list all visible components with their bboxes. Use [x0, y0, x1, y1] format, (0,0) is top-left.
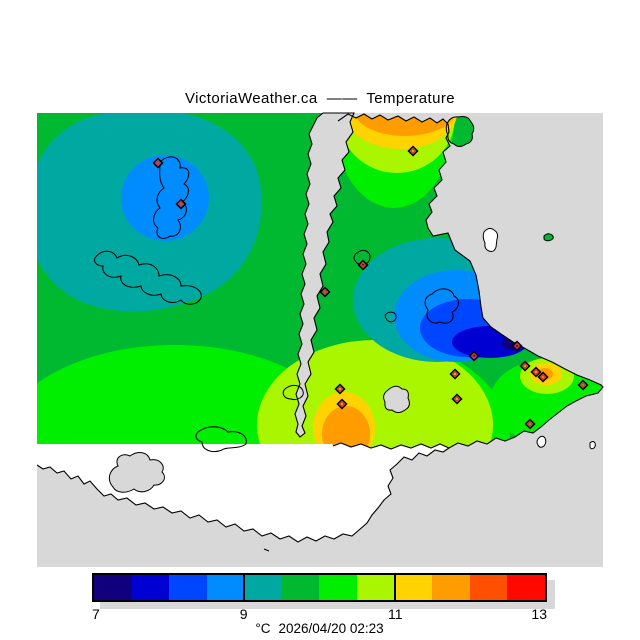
- station-marker: [513, 342, 521, 350]
- colorbar-segment: [131, 575, 170, 600]
- colorbar-segment: [507, 575, 545, 600]
- harbour-inlet: [383, 385, 410, 413]
- colorbar-segment: [244, 575, 282, 600]
- station-marker: [359, 261, 367, 269]
- station-marker: [154, 159, 162, 167]
- station-markers: [152, 145, 589, 430]
- temperature-field: [37, 113, 603, 449]
- station-marker: [357, 259, 369, 271]
- colorbar-segment: [169, 575, 207, 600]
- inlet-sea: [294, 112, 355, 438]
- colorbar-tick-label: 7: [92, 606, 100, 622]
- station-marker: [451, 393, 463, 405]
- lake-outlines: [94, 116, 475, 552]
- station-marker: [511, 340, 523, 352]
- station-marker: [519, 360, 531, 372]
- station-marker: [409, 147, 417, 155]
- station-marker: [451, 370, 459, 378]
- colorbar-tick: [243, 575, 246, 600]
- colorbar-segment: [94, 575, 132, 600]
- colorbar-tick-labels: 7 9 11 13: [92, 606, 547, 622]
- station-marker: [537, 371, 549, 383]
- colorbar-tick-label: 9: [239, 606, 248, 622]
- station-marker: [577, 379, 589, 391]
- station-marker: [175, 198, 187, 210]
- colorbar-tick-label: 11: [388, 606, 403, 622]
- colorbar-segment: [357, 575, 395, 600]
- station-marker: [336, 398, 348, 410]
- colorbar-segment: [319, 575, 358, 600]
- colorbar-caption: °C 2026/04/20 02:23: [92, 621, 547, 636]
- station-marker: [407, 145, 419, 157]
- station-marker: [532, 368, 540, 376]
- station-marker: [319, 286, 331, 298]
- station-marker: [470, 352, 478, 360]
- colorbar-segment: [206, 575, 245, 600]
- page-title: VictoriaWeather.ca —— Temperature: [185, 90, 455, 107]
- station-marker: [336, 385, 344, 393]
- timestamp: 2026/04/20 02:23: [278, 621, 384, 636]
- station-marker: [526, 420, 534, 428]
- station-marker: [468, 350, 480, 362]
- station-marker: [521, 362, 529, 370]
- sooke-basin: [108, 452, 165, 493]
- colorbar-tick: [393, 575, 396, 600]
- station-marker: [539, 373, 547, 381]
- station-marker: [152, 157, 164, 169]
- station-marker: [321, 288, 329, 296]
- station-marker: [524, 418, 536, 430]
- station-marker: [530, 366, 542, 378]
- station-marker: [338, 400, 346, 408]
- coastline-peninsula: [332, 113, 604, 450]
- station-marker: [453, 395, 461, 403]
- colorbar-segments: [94, 575, 545, 600]
- coastline-south-shore: [36, 447, 450, 543]
- colorbar-tick-label: 13: [531, 606, 547, 622]
- temperature-colorbar: [92, 573, 547, 602]
- colorbar-segment: [281, 575, 320, 600]
- colorbar-segment: [394, 575, 433, 600]
- station-marker: [334, 383, 346, 395]
- station-marker: [177, 200, 185, 208]
- station-marker: [579, 381, 587, 389]
- station-marker: [449, 368, 461, 380]
- colorbar-segment: [432, 575, 470, 600]
- sea-islands: [482, 227, 596, 450]
- units-label: °C: [255, 621, 271, 636]
- colorbar-segment: [469, 575, 508, 600]
